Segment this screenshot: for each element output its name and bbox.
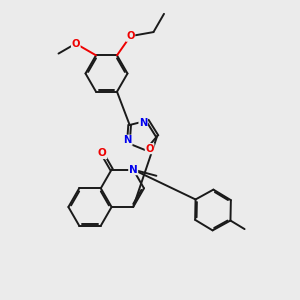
Text: N: N xyxy=(139,118,147,128)
Text: O: O xyxy=(126,31,135,41)
Text: O: O xyxy=(145,144,154,154)
Text: N: N xyxy=(129,165,138,175)
Text: N: N xyxy=(124,135,132,145)
Text: O: O xyxy=(98,148,107,158)
Text: O: O xyxy=(71,39,80,49)
